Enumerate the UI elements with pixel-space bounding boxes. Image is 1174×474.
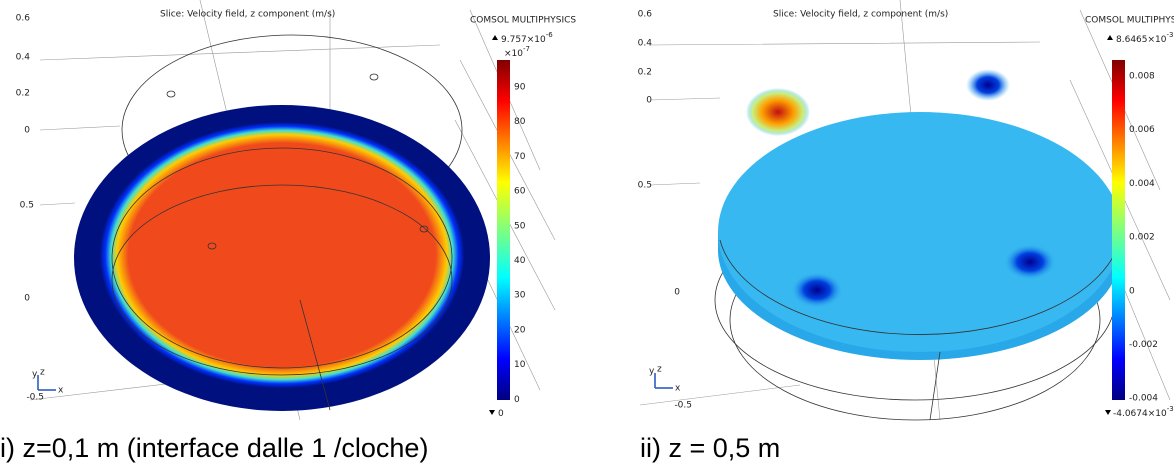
colorbar-tick-label: 70 xyxy=(514,152,526,162)
axis-label: 0.6 xyxy=(638,10,653,20)
axis-label: 0 xyxy=(646,96,652,106)
axis-label: 0.4 xyxy=(16,53,31,63)
colorbar-tick-label: 80 xyxy=(514,117,526,127)
logo: COMSOL MULTIPHYSICS xyxy=(1085,16,1174,26)
colorbar-tick-label: 40 xyxy=(514,256,526,266)
triad-label: z xyxy=(40,368,45,378)
caption: i) z=0,1 m (interface dalle 1 /cloche) xyxy=(0,433,428,463)
panel-right-graphics xyxy=(639,0,1171,421)
min-label: -4.0674×10 xyxy=(1113,409,1167,419)
colorbar-min: -4.0674×10-3 xyxy=(1113,405,1174,419)
colorbar-max: 8.6465×10-3 xyxy=(1116,31,1173,45)
panel-left-graphics xyxy=(29,0,556,421)
colorbar-max: 9.757×10-6 xyxy=(501,31,553,45)
axis-label: 0.2 xyxy=(16,89,30,99)
colorbar-tick-label: 0.002 xyxy=(1129,233,1155,243)
colorbar-tick-label: 0 xyxy=(514,395,520,405)
max-label: 9.757×10 xyxy=(501,35,546,45)
colorbar-tick-label: 10 xyxy=(514,360,526,370)
axis-label: 0 xyxy=(674,288,680,298)
min-label: 0 xyxy=(498,409,504,419)
axis-label: 0 xyxy=(24,294,30,304)
exponent: -6 xyxy=(546,31,554,39)
colorbar-tick-label: 60 xyxy=(514,187,526,197)
axis-label: 0 xyxy=(24,126,30,136)
plot-title: Slice: Velocity field, z component (m/s) xyxy=(773,10,948,20)
triad-label: x xyxy=(675,384,681,394)
axis-label: 0.6 xyxy=(16,14,31,24)
triad-label: y xyxy=(32,370,38,380)
colorbar-tick-label: 90 xyxy=(514,83,526,93)
colorbar-tick-label: 0 xyxy=(1129,286,1135,296)
colorbar-tick-label: 0.004 xyxy=(1129,179,1155,189)
triad-label: z xyxy=(657,365,662,375)
triad-label: y xyxy=(649,367,655,377)
colorbar-tick-label: -0.004 xyxy=(1129,394,1158,404)
triad-label: x xyxy=(58,386,64,396)
max-label: 8.6465×10 xyxy=(1116,35,1167,45)
colorbar-tick-label: 50 xyxy=(514,221,526,231)
colorbar-tick-label: 30 xyxy=(514,291,526,301)
colorbar-tick-label: 0.008 xyxy=(1129,72,1155,82)
exponent: -3 xyxy=(1166,31,1173,39)
logo: COMSOL MULTIPHYSICS xyxy=(470,16,576,26)
exponent: -3 xyxy=(1167,405,1174,413)
colorbar-tick-label: -0.002 xyxy=(1129,340,1158,350)
axis-label: 0.5 xyxy=(20,201,34,211)
exponent: -7 xyxy=(523,45,530,53)
colorbar-tick-label: 0.006 xyxy=(1129,125,1155,135)
axis-label: 0.4 xyxy=(638,39,653,49)
multiplier: ×10 xyxy=(504,49,523,59)
colorbar-multiplier: ×10-7 xyxy=(504,45,530,59)
caption: ii) z = 0,5 m xyxy=(640,433,780,463)
axis-label: 0.5 xyxy=(638,181,652,191)
plot-title: Slice: Velocity field, z component (m/s) xyxy=(160,10,335,20)
colorbar-tick-label: 20 xyxy=(514,325,526,335)
axis-label: -0.5 xyxy=(26,393,44,403)
axis-label: 0.2 xyxy=(638,68,652,78)
axis-label: -0.5 xyxy=(674,401,692,411)
colorbar-min: 0 xyxy=(498,409,504,419)
